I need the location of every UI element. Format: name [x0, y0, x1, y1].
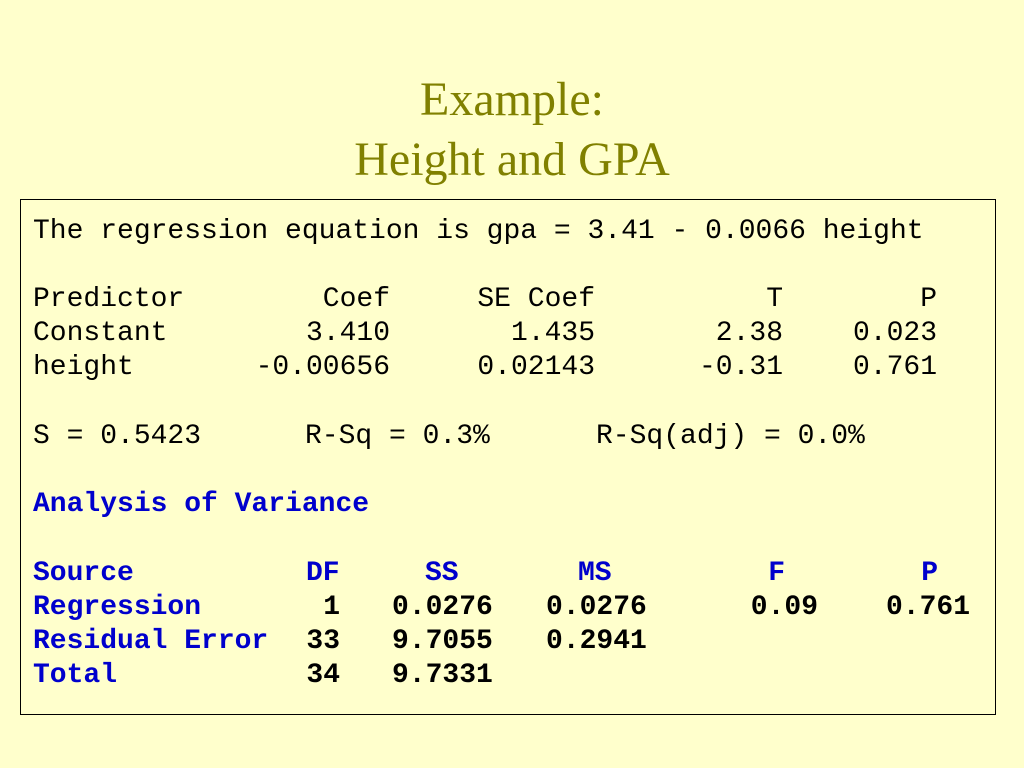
coef-header-predictor: Predictor [33, 284, 185, 315]
anova-row-ss: 9.7331 [392, 660, 493, 691]
anova-header-source: Source [33, 558, 134, 589]
anova-row-source: Regression [33, 592, 202, 623]
coef-row-se-coef: 0.02143 [477, 352, 595, 383]
anova-row-ms: 0.2941 [546, 626, 647, 657]
slide-title: Example: Height and GPA [0, 70, 1024, 190]
anova-heading: Analysis of Variance [33, 489, 370, 520]
regression-output-box [20, 199, 996, 715]
stat-rsq-adj: R-Sq(adj) = 0.0% [596, 421, 865, 452]
slide-title-line-2: Height and GPA [354, 133, 670, 186]
anova-header-ss: SS [425, 558, 459, 589]
anova-row-f: 0.09 [750, 592, 818, 623]
coef-header-coef: Coef [322, 284, 390, 315]
stat-s: S = 0.5423 [33, 421, 202, 452]
coef-row-t: -0.31 [698, 352, 783, 383]
anova-row-df: 33 [306, 626, 340, 657]
anova-row-source: Total [33, 660, 118, 691]
stat-rsq: R-Sq = 0.3% [305, 421, 490, 452]
coef-row-predictor: Constant [33, 318, 168, 349]
coef-row-p: 0.023 [852, 318, 937, 349]
coef-header-t: T [766, 284, 783, 315]
coef-header-se-coef: SE Coef [477, 284, 595, 315]
regression-equation: The regression equation is gpa = 3.41 - … [33, 216, 924, 247]
coef-row-coef: 3.410 [305, 318, 390, 349]
anova-row-ss: 9.7055 [392, 626, 493, 657]
anova-row-df: 34 [306, 660, 340, 691]
anova-header-ms: MS [578, 558, 612, 589]
slide-title-line-1: Example: [420, 73, 604, 126]
coef-row-p: 0.761 [852, 352, 937, 383]
anova-header-p: P [921, 558, 938, 589]
coef-row-t: 2.38 [715, 318, 783, 349]
anova-header-f: F [768, 558, 785, 589]
anova-row-ms: 0.0276 [546, 592, 647, 623]
coef-row-coef: -0.00656 [255, 352, 390, 383]
anova-row-ss: 0.0276 [392, 592, 493, 623]
coef-row-se-coef: 1.435 [510, 318, 595, 349]
anova-row-df: 1 [323, 592, 340, 623]
anova-row-p: 0.761 [885, 592, 970, 623]
anova-header-df: DF [306, 558, 340, 589]
anova-row-source: Residual Error [33, 626, 269, 657]
coef-header-p: P [920, 284, 937, 315]
coef-row-predictor: height [33, 352, 134, 383]
